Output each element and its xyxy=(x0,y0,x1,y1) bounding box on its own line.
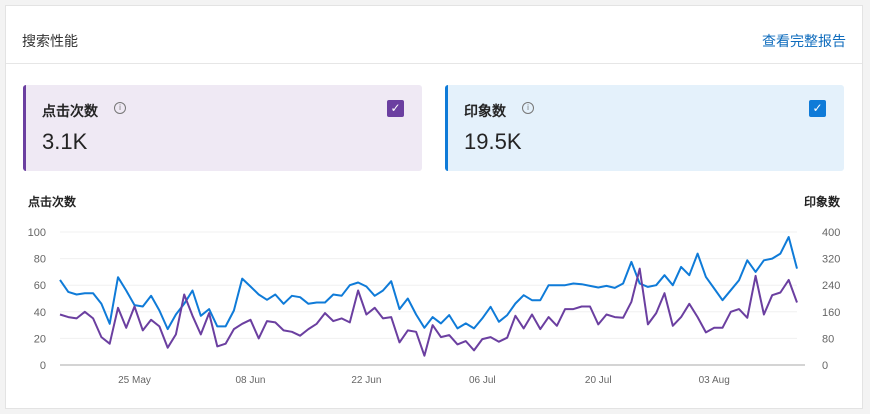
divider xyxy=(6,63,862,64)
x-tick-label: 22 Jun xyxy=(351,375,381,386)
left-tick-label: 0 xyxy=(40,360,46,372)
left-tick-label: 20 xyxy=(34,333,46,345)
info-icon[interactable]: i xyxy=(114,102,126,114)
right-tick-label: 400 xyxy=(822,227,840,239)
left-tick-label: 100 xyxy=(28,227,46,239)
left-axis-title: 点击次数 xyxy=(28,195,77,209)
x-tick-label: 20 Jul xyxy=(585,375,612,386)
right-tick-label: 80 xyxy=(822,333,834,345)
impressions-metric-card[interactable]: 印象数 i 19.5K ✓ xyxy=(445,85,844,171)
info-icon[interactable]: i xyxy=(522,102,534,114)
right-axis-title: 印象数 xyxy=(803,195,840,209)
search-performance-panel: 搜索性能 查看完整报告 点击次数 i 3.1K ✓ 印象数 i 19.5K ✓ xyxy=(5,5,863,409)
right-tick-label: 320 xyxy=(822,254,840,266)
impressions-series-line xyxy=(59,236,798,331)
impressions-value: 19.5K xyxy=(464,129,522,154)
x-tick-label: 03 Aug xyxy=(699,375,730,386)
left-tick-label: 80 xyxy=(34,254,46,266)
clicks-value: 3.1K xyxy=(42,129,88,154)
x-tick-label: 06 Jul xyxy=(469,375,496,386)
clicks-series-line xyxy=(59,267,798,357)
impressions-label: 印象数 xyxy=(464,103,506,119)
x-tick-label: 08 Jun xyxy=(235,375,265,386)
left-tick-label: 60 xyxy=(34,280,46,292)
x-tick-label: 25 May xyxy=(118,375,151,386)
impressions-checkbox[interactable]: ✓ xyxy=(809,100,826,117)
left-tick-label: 40 xyxy=(34,307,46,319)
right-tick-label: 160 xyxy=(822,307,840,319)
clicks-metric-card[interactable]: 点击次数 i 3.1K ✓ xyxy=(23,85,422,171)
panel-title: 搜索性能 xyxy=(22,33,78,49)
clicks-label: 点击次数 xyxy=(42,103,98,119)
view-full-report-link[interactable]: 查看完整报告 xyxy=(762,33,846,49)
right-tick-label: 240 xyxy=(822,280,840,292)
clicks-checkbox[interactable]: ✓ xyxy=(387,100,404,117)
right-tick-label: 0 xyxy=(822,360,828,372)
